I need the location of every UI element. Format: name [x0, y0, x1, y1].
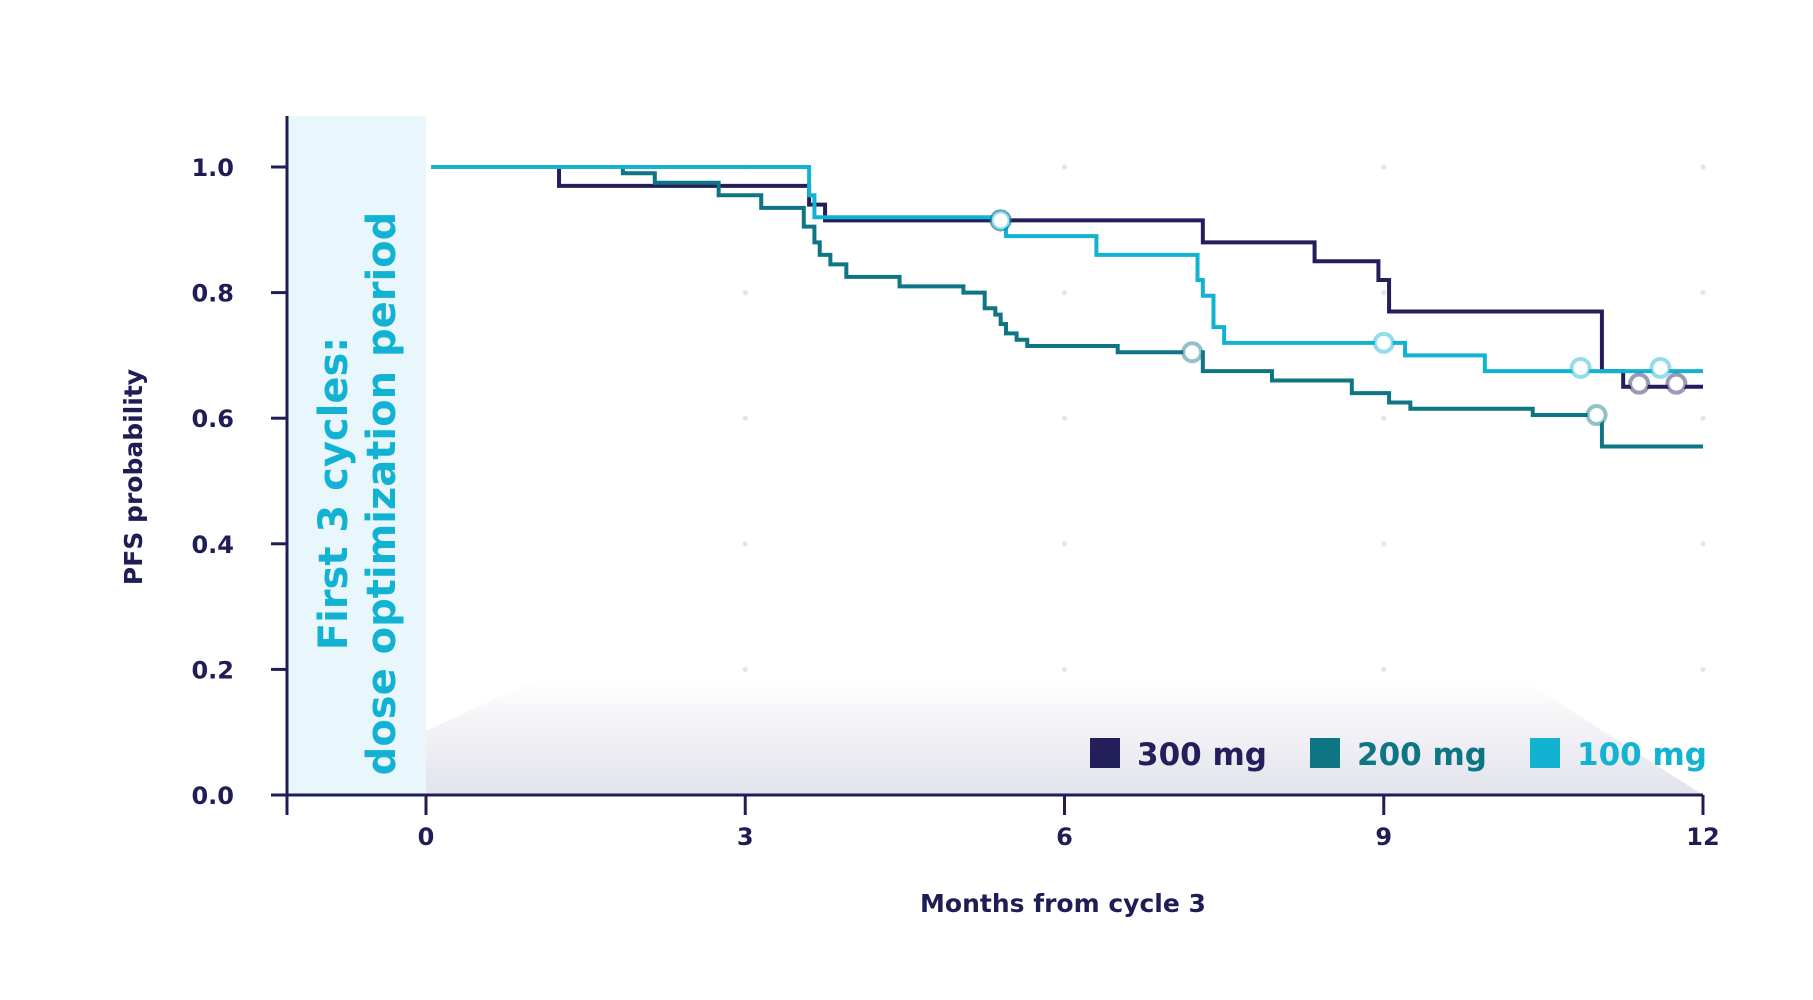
- grid-dot: [1381, 415, 1387, 421]
- shaded-region: [287, 116, 426, 795]
- x-tick-label: 9: [1375, 823, 1392, 851]
- legend-swatch-100-mg: [1530, 738, 1560, 768]
- grid-dot: [1700, 541, 1706, 547]
- legend-label-200-mg: 200 mg: [1357, 737, 1487, 773]
- series-line-100-mg: [431, 165, 1703, 374]
- censor-marker-300-mg: [1665, 372, 1688, 395]
- censor-marker-100-mg: [1569, 356, 1592, 379]
- grid-dot: [1061, 666, 1068, 673]
- grid-dot: [1381, 290, 1387, 296]
- legend-swatch-300-mg: [1090, 738, 1120, 768]
- grid-dot: [1700, 290, 1706, 296]
- floor-shading: [287, 678, 1703, 795]
- grid-dot: [1061, 290, 1068, 296]
- x-tick-label: 3: [737, 823, 754, 851]
- x-tick-label: 6: [1056, 823, 1073, 851]
- grid-dot: [742, 415, 748, 421]
- y-tick-label: 0.6: [191, 405, 234, 433]
- y-axis-title: PFS probability: [119, 369, 148, 585]
- grid-dot: [1061, 541, 1068, 547]
- grid-dot: [742, 541, 748, 547]
- grid-dot: [1700, 415, 1706, 421]
- grid-dot: [1700, 666, 1706, 673]
- grid-dot: [1381, 541, 1387, 547]
- y-tick-label: 1.0: [191, 154, 234, 182]
- y-tick-label: 0.8: [191, 280, 234, 308]
- x-axis-title: Months from cycle 3: [920, 889, 1206, 918]
- series-line-200-mg: [431, 165, 1703, 449]
- censor-marker-200-mg: [1585, 404, 1608, 427]
- y-tick-label: 0.0: [191, 782, 234, 810]
- grid-dot: [742, 666, 748, 673]
- grid-dot: [1381, 164, 1387, 170]
- shaded-region-label-line2: dose optimization period: [359, 212, 405, 776]
- shaded-region-label-line1: First 3 cycles:: [311, 337, 357, 651]
- censor-marker-200-mg: [1181, 341, 1204, 364]
- censor-marker-100-mg: [1649, 356, 1672, 379]
- legend-label-100-mg: 100 mg: [1577, 737, 1707, 773]
- x-tick-label: 0: [418, 823, 435, 851]
- series-line-300-mg: [431, 165, 1703, 389]
- x-tick-label: 12: [1686, 823, 1719, 851]
- censor-marker-100-mg: [1372, 331, 1395, 354]
- y-tick-label: 0.2: [191, 656, 234, 684]
- grid-dot: [1061, 415, 1068, 421]
- censor-marker-300-mg: [1628, 372, 1651, 395]
- grid-dot: [1381, 666, 1387, 673]
- grid-dot: [742, 290, 748, 296]
- shaded-region-label: First 3 cycles:dose optimization period: [311, 212, 405, 776]
- censor-marker-100-mg: [989, 209, 1012, 232]
- legend-swatch-200-mg: [1310, 738, 1340, 768]
- legend-label-300-mg: 300 mg: [1137, 737, 1267, 773]
- grid-dot: [1700, 164, 1706, 170]
- grid-dot: [1061, 164, 1068, 170]
- y-tick-label: 0.4: [191, 531, 234, 559]
